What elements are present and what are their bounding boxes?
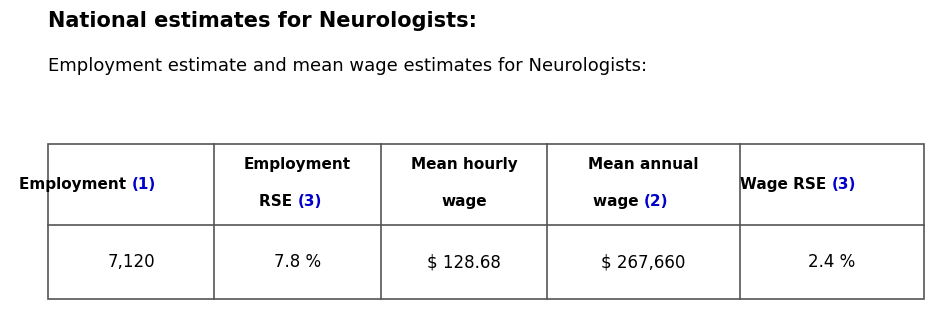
Text: (3): (3) (298, 194, 322, 209)
Text: wage: wage (441, 194, 487, 209)
Text: Mean annual: Mean annual (588, 157, 699, 172)
Text: 2.4 %: 2.4 % (808, 253, 856, 271)
Text: Employment: Employment (19, 177, 132, 192)
Text: 7,120: 7,120 (107, 253, 155, 271)
Text: Mean hourly: Mean hourly (411, 157, 517, 172)
Text: wage: wage (592, 194, 644, 209)
Text: $ 128.68: $ 128.68 (427, 253, 501, 271)
Text: Employment estimate and mean wage estimates for Neurologists:: Employment estimate and mean wage estima… (48, 57, 647, 75)
Text: $ 267,660: $ 267,660 (601, 253, 686, 271)
Text: Employment: Employment (244, 157, 351, 172)
Text: (3): (3) (832, 177, 856, 192)
Text: 7.8 %: 7.8 % (274, 253, 321, 271)
Text: Wage RSE: Wage RSE (741, 177, 832, 192)
Text: (2): (2) (644, 194, 668, 209)
Text: RSE: RSE (260, 194, 298, 209)
Text: (1): (1) (132, 177, 155, 192)
Text: National estimates for Neurologists:: National estimates for Neurologists: (48, 11, 477, 31)
